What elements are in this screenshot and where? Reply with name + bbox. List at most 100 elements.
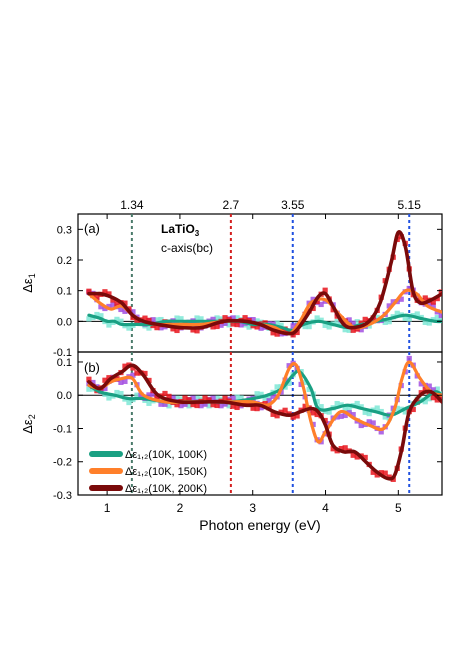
marker-a-0	[406, 316, 412, 322]
marker-b-0	[254, 391, 260, 397]
marker-a-1	[210, 316, 216, 322]
legend-label-150k: Δε₁,₂(10K, 150K)	[125, 466, 207, 478]
marker-b-2	[290, 414, 296, 420]
marker-a-1	[118, 306, 124, 313]
marker-a-1	[150, 317, 156, 323]
marker-b-2	[230, 403, 236, 409]
marker-b-0	[402, 409, 408, 415]
marker-b-2	[86, 376, 92, 382]
marker-b-1	[334, 414, 340, 420]
top-tick-label: 2.7	[223, 198, 240, 212]
marker-b-2	[282, 407, 288, 413]
marker-a-2	[94, 294, 100, 300]
marker-a-1	[102, 305, 108, 312]
marker-b-2	[410, 406, 416, 413]
ytick-label-b: -0.3	[53, 490, 72, 502]
chart-title-main: LaTiO	[161, 222, 195, 236]
ytick-label-b: -0.1	[53, 423, 72, 435]
marker-a-0	[374, 314, 380, 321]
marker-a-2	[170, 326, 176, 332]
marker-a-0	[234, 315, 240, 321]
marker-a-2	[210, 324, 216, 330]
marker-a-0	[254, 318, 260, 324]
marker-a-0	[118, 318, 124, 324]
marker-a-0	[86, 316, 92, 322]
marker-b-2	[190, 401, 196, 408]
marker-b-0	[262, 395, 268, 401]
marker-b-2	[294, 413, 300, 419]
marker-b-2	[182, 395, 188, 401]
marker-a-2	[422, 295, 428, 301]
marker-b-2	[162, 390, 168, 397]
ytick-label-a: 0.0	[57, 316, 72, 328]
marker-a-2	[146, 317, 152, 323]
marker-b-1	[230, 395, 236, 401]
marker-a-0	[426, 320, 432, 326]
marker-b-2	[202, 395, 208, 401]
marker-b-1	[118, 379, 124, 385]
marker-b-0	[346, 406, 352, 412]
marker-a-0	[326, 324, 332, 330]
marker-a-2	[234, 321, 240, 328]
top-tick-label: 3.55	[281, 198, 305, 212]
marker-b-1	[190, 395, 196, 401]
plot-frame-b	[77, 351, 443, 496]
marker-b-0	[114, 389, 120, 396]
marker-b-0	[426, 396, 432, 402]
marker-b-1	[350, 412, 356, 418]
marker-b-1	[366, 419, 372, 425]
marker-b-0	[286, 380, 292, 387]
marker-b-1	[170, 395, 176, 401]
marker-a-2	[154, 325, 160, 331]
marker-a-0	[314, 315, 320, 321]
marker-b-2	[374, 472, 380, 478]
marker-a-1	[258, 325, 264, 331]
marker-b-0	[134, 392, 140, 398]
marker-b-0	[382, 414, 388, 420]
marker-a-1	[406, 285, 412, 292]
marker-b-2	[102, 377, 108, 383]
marker-b-2	[250, 405, 256, 411]
marker-a-1	[98, 304, 104, 310]
series-line-b-1	[87, 360, 442, 444]
ytick-label-b: 0.0	[57, 390, 72, 402]
top-tick-label: 1.34	[120, 198, 144, 212]
marker-a-2	[294, 329, 300, 336]
xtick-label: 3	[249, 501, 256, 515]
marker-b-2	[338, 446, 344, 452]
marker-b-2	[222, 395, 228, 401]
marker-b-1	[210, 395, 216, 401]
marker-b-2	[130, 365, 136, 371]
marker-b-1	[266, 398, 272, 404]
ytick-label-a: 0.1	[57, 286, 72, 298]
marker-a-2	[222, 315, 228, 321]
marker-a-1	[358, 327, 364, 333]
xtick-label: 1	[104, 501, 111, 515]
marker-b-2	[186, 397, 192, 403]
marker-a-1	[130, 309, 136, 315]
marker-a-2	[122, 300, 128, 306]
marker-a-0	[106, 322, 112, 328]
marker-b-0	[118, 390, 124, 397]
marker-a-2	[102, 289, 108, 295]
marker-a-0	[194, 315, 200, 321]
marker-a-1	[290, 323, 296, 329]
series-line-a-2	[87, 230, 442, 336]
marker-b-0	[238, 395, 244, 401]
marker-b-1	[346, 410, 352, 416]
chart-title: LaTiO3	[161, 222, 200, 238]
marker-a-2	[438, 289, 442, 295]
y-axis-label-a-sub: 1	[27, 273, 37, 278]
marker-b-1	[270, 393, 276, 399]
marker-b-0	[434, 386, 440, 392]
marker-b-1	[378, 429, 384, 435]
marker-a-0	[246, 324, 252, 330]
marker-a-1	[346, 317, 352, 323]
marker-b-0	[274, 384, 280, 390]
marker-b-2	[214, 402, 220, 409]
marker-b-1	[418, 381, 424, 387]
marker-b-1	[102, 385, 108, 392]
marker-b-1	[218, 403, 224, 409]
marker-a-1	[438, 312, 442, 319]
